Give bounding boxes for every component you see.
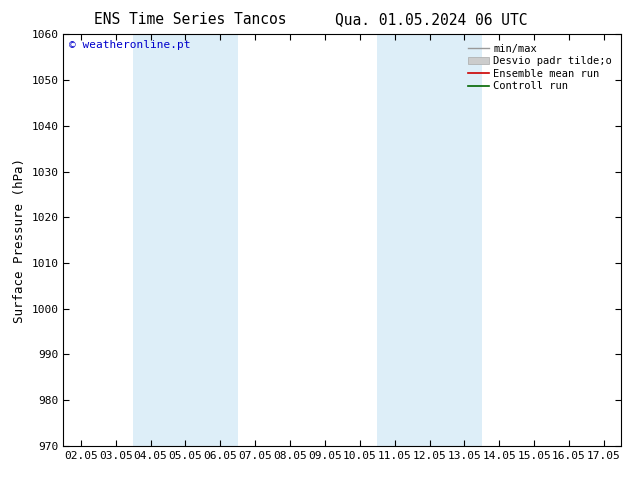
Text: © weatheronline.pt: © weatheronline.pt <box>69 41 190 50</box>
Bar <box>377 34 482 446</box>
Bar <box>133 34 238 446</box>
Text: ENS Time Series Tancos: ENS Time Series Tancos <box>94 12 287 27</box>
Text: Qua. 01.05.2024 06 UTC: Qua. 01.05.2024 06 UTC <box>335 12 527 27</box>
Y-axis label: Surface Pressure (hPa): Surface Pressure (hPa) <box>13 158 26 322</box>
Legend: min/max, Desvio padr tilde;o, Ensemble mean run, Controll run: min/max, Desvio padr tilde;o, Ensemble m… <box>464 40 616 96</box>
